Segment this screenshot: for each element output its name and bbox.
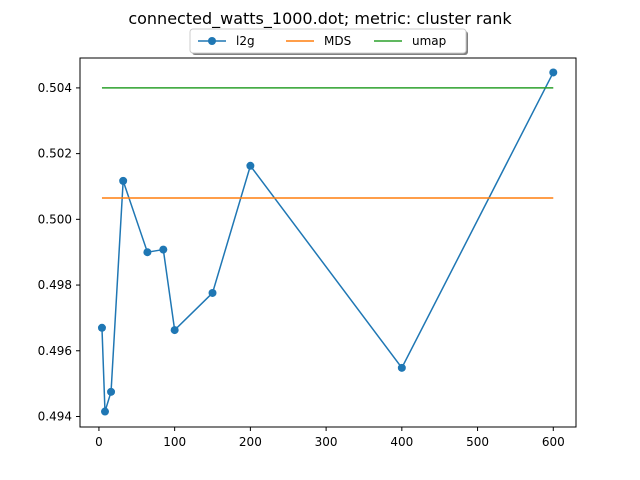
x-tick-label-3: 300 bbox=[315, 435, 338, 449]
data-point-l2g-9 bbox=[397, 363, 406, 372]
legend-marker-l2g bbox=[208, 37, 216, 45]
x-tick-label-1: 100 bbox=[163, 435, 186, 449]
y-tick-label-1: 0.496 bbox=[38, 344, 72, 358]
x-tick-label-2: 200 bbox=[239, 435, 262, 449]
data-point-l2g-0 bbox=[97, 323, 106, 332]
x-tick-label-0: 0 bbox=[95, 435, 103, 449]
data-point-l2g-2 bbox=[107, 387, 116, 396]
x-tick-label-5: 500 bbox=[466, 435, 489, 449]
legend: l2g MDS umap bbox=[189, 28, 468, 55]
y-tick-label-5: 0.504 bbox=[38, 81, 72, 95]
y-tick-label-2: 0.498 bbox=[38, 278, 72, 292]
x-tick-label-6: 600 bbox=[542, 435, 565, 449]
legend-label-l2g: l2g bbox=[236, 34, 255, 48]
data-point-l2g-1 bbox=[100, 407, 109, 416]
axis-layer: 0 100 200 300 400 500 600 0.494 0.496 0.498 0.500 0… bbox=[38, 81, 565, 449]
legend-box bbox=[189, 28, 467, 54]
data-point-l2g-6 bbox=[170, 326, 179, 335]
data-point-l2g-7 bbox=[208, 288, 217, 297]
data-point-l2g-8 bbox=[246, 161, 255, 170]
plot-layer bbox=[97, 68, 558, 416]
data-point-l2g-10 bbox=[549, 68, 558, 77]
data-point-l2g-5 bbox=[159, 245, 168, 254]
y-tick-label-3: 0.500 bbox=[38, 212, 72, 226]
chart-title: connected_watts_1000.dot; metric: cluste… bbox=[128, 9, 512, 29]
x-tick-label-4: 400 bbox=[390, 435, 413, 449]
data-point-l2g-4 bbox=[143, 248, 152, 257]
y-tick-label-4: 0.502 bbox=[38, 147, 72, 161]
data-point-l2g-3 bbox=[119, 176, 128, 185]
legend-label-MDS: MDS bbox=[324, 34, 351, 48]
plot-frame bbox=[79, 57, 577, 428]
series-line-l2g bbox=[101, 72, 554, 412]
legend-label-umap: umap bbox=[412, 34, 446, 48]
y-tick-label-0: 0.494 bbox=[38, 409, 72, 423]
